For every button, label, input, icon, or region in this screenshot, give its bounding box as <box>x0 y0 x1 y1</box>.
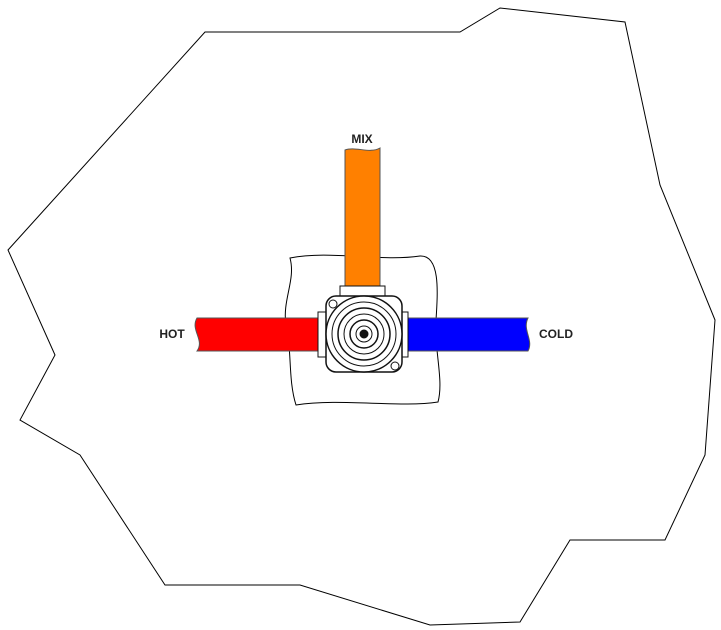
hot-label: HOT <box>159 327 185 341</box>
valve <box>317 285 409 373</box>
mix-pipe <box>344 147 381 293</box>
hot-pipe <box>194 317 323 352</box>
mix-label: MIX <box>351 132 372 146</box>
wall-outline <box>7 7 716 626</box>
cold-pipe <box>401 317 531 352</box>
cold-label: COLD <box>539 327 573 341</box>
